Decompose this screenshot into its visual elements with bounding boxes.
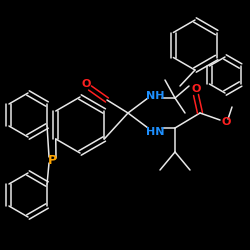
- Text: HN: HN: [146, 127, 164, 137]
- Text: NH: NH: [146, 91, 164, 101]
- Text: O: O: [81, 79, 91, 89]
- Text: O: O: [191, 84, 201, 94]
- Text: O: O: [221, 117, 231, 127]
- Text: P: P: [48, 154, 56, 166]
